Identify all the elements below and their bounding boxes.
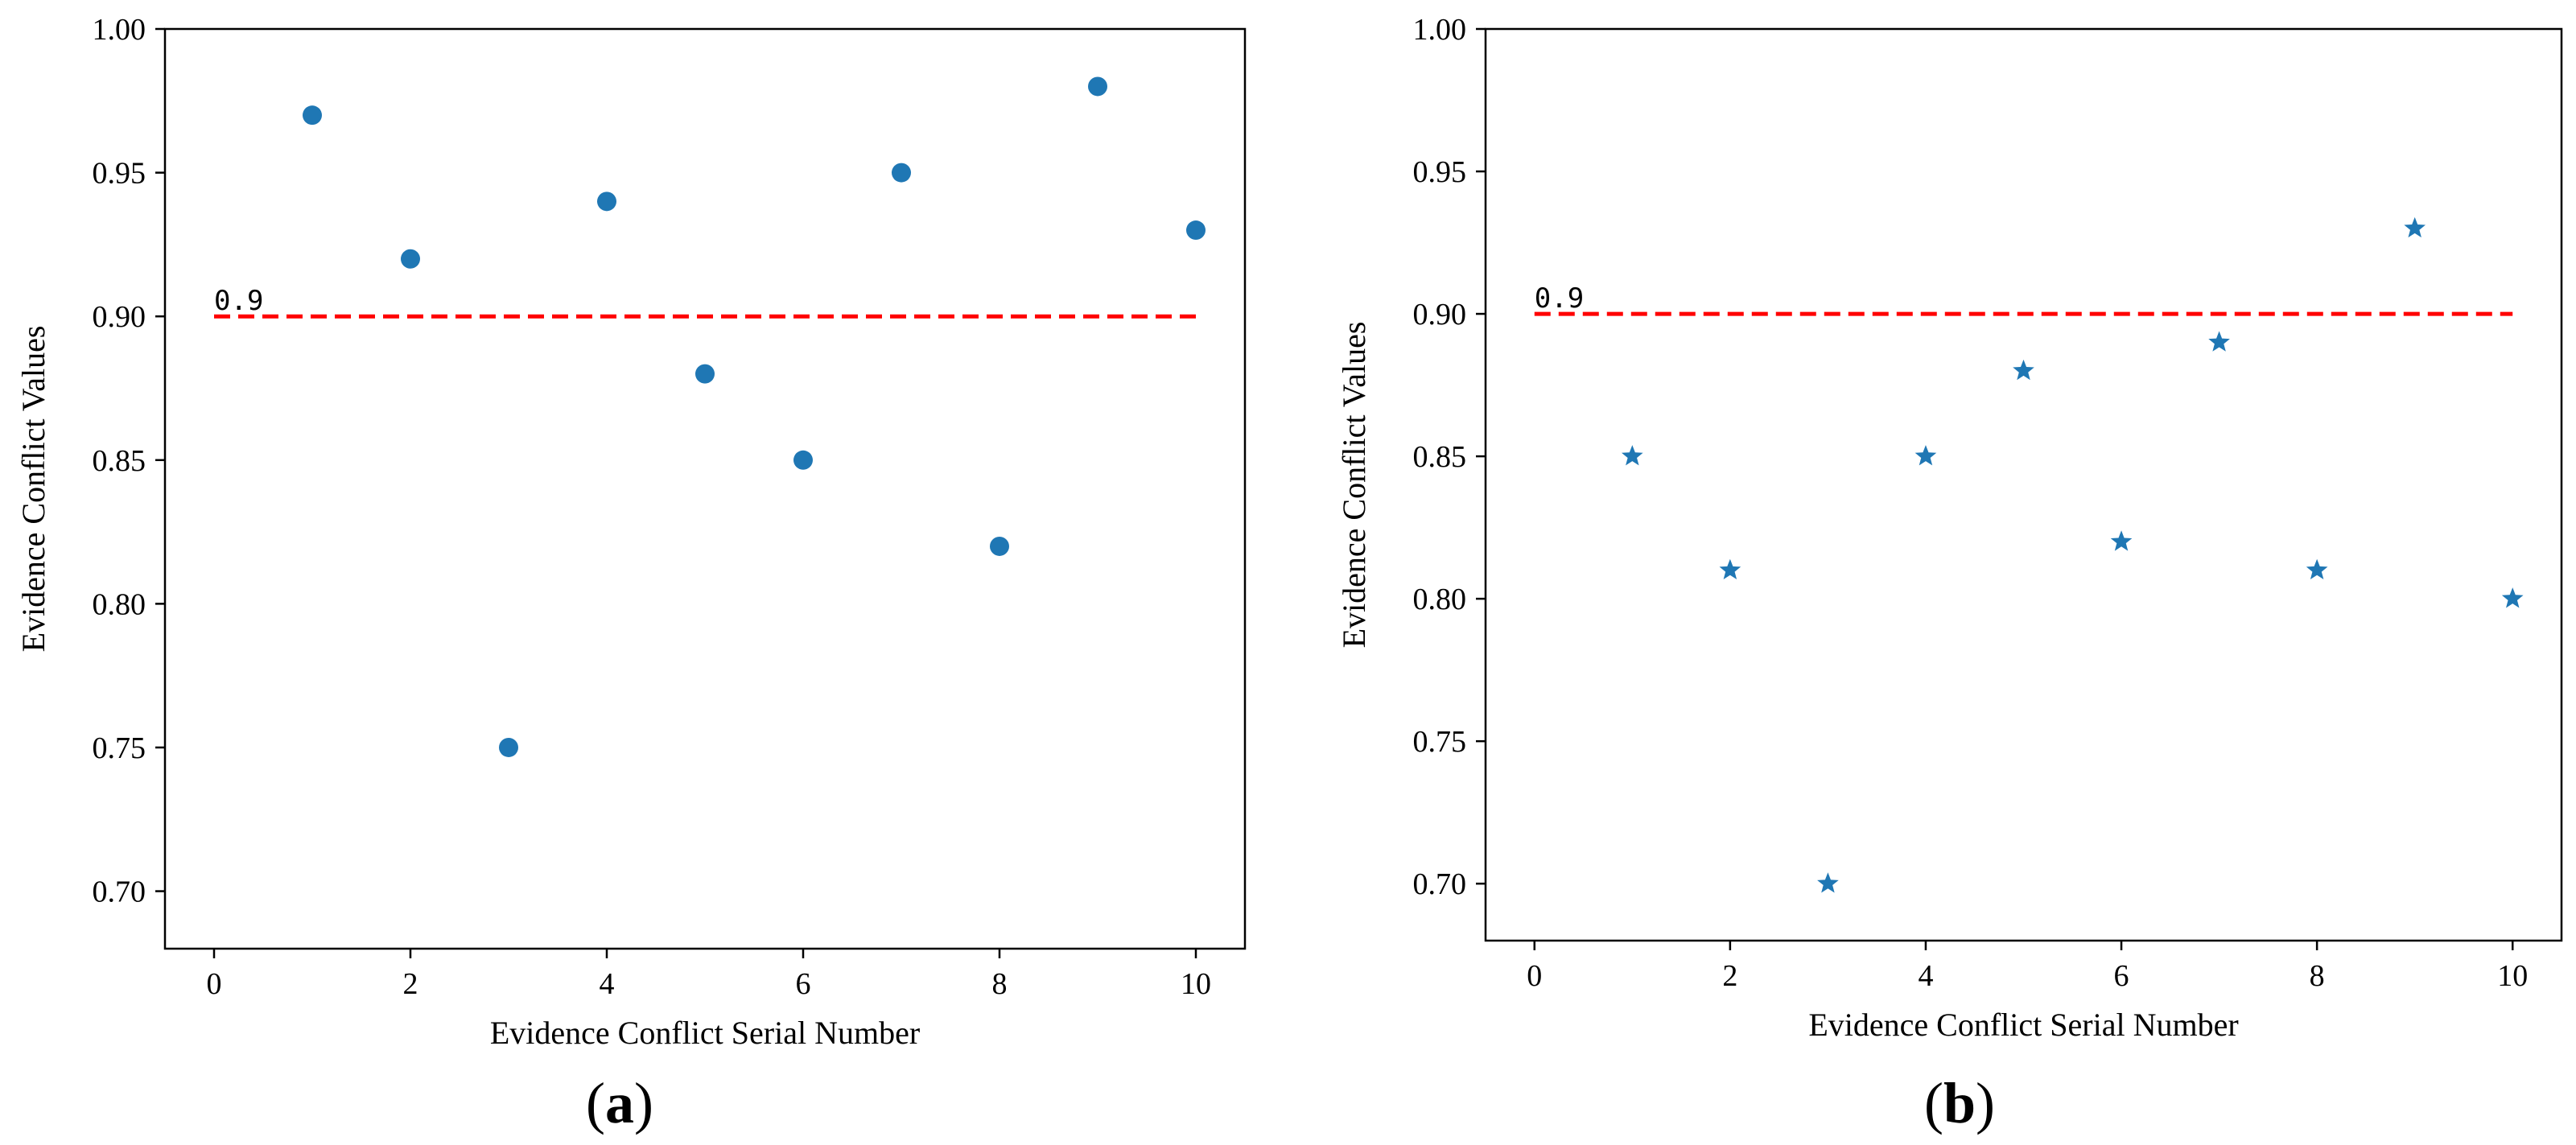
- data-point: [1817, 872, 1839, 893]
- data-point: [695, 364, 715, 384]
- plot-frame: [1484, 27, 2563, 942]
- data-point: [892, 163, 911, 183]
- y-tick-label: 0.90: [1413, 298, 1467, 332]
- panel-b: 0 2 4 6 8 10 0.70 0.75 0.80 0.85 0.90 0.95 1.00 Evide…: [1336, 13, 2563, 1135]
- x-tick-label: 4: [600, 967, 615, 1001]
- y-tick-label: 0.90: [93, 300, 146, 334]
- x-axis-label: Evidence Conflict Serial Number: [1808, 1007, 2238, 1043]
- x-tick-label: 6: [2114, 959, 2129, 993]
- y-tick-label: 0.85: [1413, 440, 1467, 474]
- data-point: [793, 450, 813, 470]
- panel-label: (a): [586, 1071, 653, 1135]
- y-axis-label: Evidence Conflict Values: [1336, 322, 1372, 649]
- data-point: [2208, 331, 2230, 352]
- y-tick-label: 0.70: [1413, 867, 1467, 901]
- data-point: [1914, 445, 1937, 466]
- threshold-annotation: 0.9: [1535, 282, 1584, 315]
- panel-a: 0 2 4 6 8 10 0.70 0.75 0.80 0.85 0.90 0.95 1.00 Evide…: [15, 13, 1247, 1135]
- y-tick-label: 0.70: [93, 875, 146, 909]
- y-tick-label: 1.00: [93, 13, 146, 47]
- data-point: [2306, 558, 2328, 580]
- x-tick-label: 8: [992, 967, 1008, 1001]
- x-tick-label: 2: [403, 967, 418, 1001]
- data-point: [2013, 359, 2034, 381]
- data-point: [1622, 445, 1643, 466]
- panel-label: (b): [1924, 1071, 1995, 1135]
- data-point: [2110, 530, 2133, 551]
- x-tick-label: 6: [796, 967, 811, 1001]
- y-tick-label: 1.00: [1413, 13, 1467, 47]
- x-tick-label: 10: [1181, 967, 1211, 1001]
- data-point: [1719, 558, 1741, 580]
- data-point: [597, 192, 616, 212]
- x-tick-label: 4: [1918, 959, 1933, 993]
- data-point: [1186, 220, 1206, 241]
- y-tick-label: 0.75: [1413, 725, 1467, 759]
- data-point: [401, 249, 420, 269]
- y-tick-label: 0.85: [93, 444, 146, 478]
- y-tick-label: 0.80: [1413, 583, 1467, 616]
- x-tick-label: 0: [207, 967, 222, 1001]
- data-point: [2501, 587, 2524, 608]
- x-tick-label: 8: [2310, 959, 2325, 993]
- y-tick-label: 0.80: [93, 587, 146, 621]
- y-axis-label: Evidence Conflict Values: [15, 326, 52, 653]
- y-tick-label: 0.95: [1413, 155, 1467, 189]
- plot-frame: [163, 27, 1247, 950]
- x-tick-label: 10: [2497, 959, 2528, 993]
- data-point: [990, 536, 1009, 556]
- y-tick-label: 0.75: [93, 731, 146, 765]
- data-point: [1088, 76, 1107, 97]
- y-tick-label: 0.95: [93, 157, 146, 191]
- data-point: [499, 737, 518, 757]
- data-point: [2404, 216, 2426, 238]
- x-tick-label: 0: [1527, 959, 1542, 993]
- x-tick-label: 2: [1722, 959, 1737, 993]
- data-point: [303, 105, 322, 126]
- threshold-annotation: 0.9: [214, 285, 263, 317]
- x-axis-label: Evidence Conflict Serial Number: [490, 1015, 920, 1051]
